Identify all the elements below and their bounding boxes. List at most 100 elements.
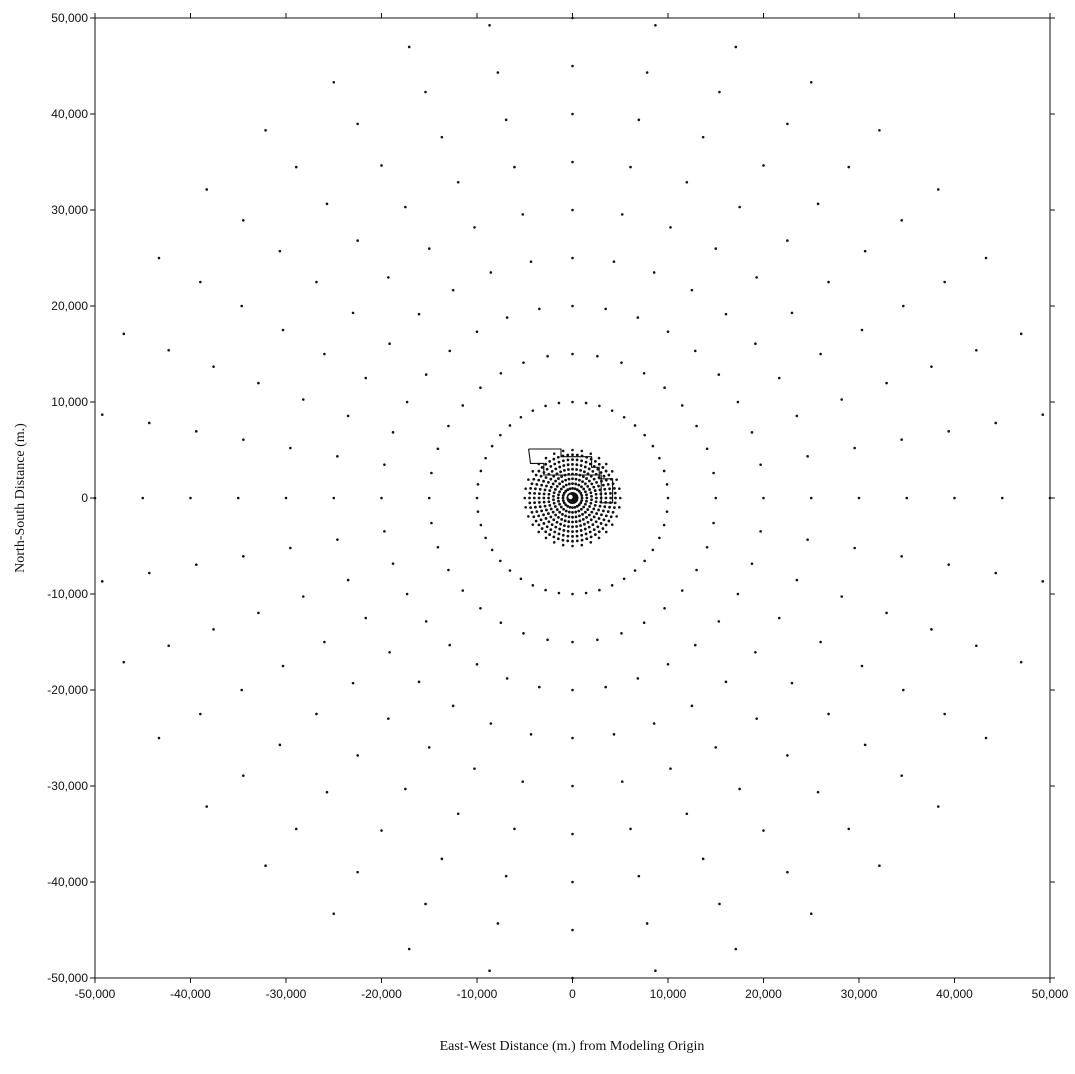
receptor-point	[601, 466, 605, 469]
receptor-point	[490, 444, 494, 448]
receptor-point	[575, 488, 579, 492]
receptor-point	[236, 496, 240, 500]
receptor-point	[499, 559, 502, 563]
receptor-point	[666, 330, 670, 334]
source-marker-highlight	[568, 494, 573, 500]
receptor-point	[560, 475, 564, 479]
receptor-point	[584, 490, 587, 494]
receptor-point	[562, 501, 566, 505]
receptor-point	[777, 616, 781, 620]
receptor-point	[594, 500, 598, 504]
receptor-point	[613, 506, 616, 510]
receptor-point	[537, 496, 541, 500]
receptor-point	[930, 365, 933, 368]
receptor-point	[294, 165, 298, 169]
x-tick-label: -10,000	[457, 987, 498, 1001]
receptor-point	[548, 533, 552, 536]
receptor-point	[597, 462, 601, 466]
receptor-point	[777, 376, 781, 380]
receptor-point	[427, 746, 431, 749]
receptor-point	[579, 464, 583, 467]
receptor-point	[573, 487, 577, 491]
receptor-point	[755, 276, 758, 279]
receptor-point	[566, 463, 570, 467]
receptor-point	[663, 386, 666, 389]
receptor-point	[690, 704, 694, 708]
y-tick-label: 30,000	[51, 203, 88, 217]
receptor-point	[424, 90, 427, 94]
receptor-point	[863, 743, 867, 747]
receptor-point	[571, 511, 574, 514]
receptor-point	[451, 288, 455, 292]
receptor-point	[549, 515, 553, 519]
receptor-point	[571, 832, 574, 836]
receptor-point	[456, 812, 460, 816]
receptor-point	[561, 494, 565, 497]
receptor-point	[819, 352, 822, 356]
receptor-point	[714, 746, 718, 749]
receptor-point	[561, 538, 565, 542]
receptor-point	[759, 463, 762, 466]
receptor-point	[575, 504, 579, 508]
receptor-point	[806, 538, 809, 541]
receptor-point	[604, 530, 608, 534]
x-axis: -50,000 -40,000 -30,000 -20,000 -10,000 0 10,0…	[75, 13, 1069, 1001]
receptor-point	[508, 424, 512, 427]
receptor-point	[195, 563, 198, 566]
receptor-point	[680, 404, 684, 407]
receptor-point	[604, 492, 608, 496]
receptor-point	[591, 523, 595, 527]
receptor-point	[554, 513, 558, 517]
receptor-point	[346, 414, 350, 418]
receptor-point	[543, 504, 547, 508]
receptor-point	[323, 640, 326, 644]
receptor-point	[199, 712, 202, 716]
receptor-point	[589, 535, 593, 539]
receptor-point	[840, 398, 844, 401]
receptor-point	[558, 502, 561, 506]
receptor-point	[587, 479, 591, 483]
receptor-point	[547, 481, 550, 484]
receptor-point	[475, 330, 479, 334]
receptor-point	[571, 463, 574, 466]
receptor-point	[364, 616, 368, 620]
receptor-point	[531, 470, 535, 473]
receptor-point	[558, 482, 562, 486]
receptor-point	[602, 474, 606, 478]
receptor-point	[571, 112, 574, 116]
receptor-point	[284, 496, 288, 500]
receptor-point	[587, 467, 591, 471]
receptor-point	[440, 857, 444, 861]
receptor-point	[281, 328, 285, 332]
receptor-point	[615, 515, 618, 518]
receptor-point	[603, 505, 607, 509]
receptor-point	[610, 470, 614, 473]
receptor-point	[552, 457, 556, 461]
receptor-point	[545, 508, 548, 512]
receptor-point	[147, 421, 151, 425]
receptor-point	[519, 577, 523, 581]
receptor-point	[531, 523, 535, 526]
receptor-point	[387, 276, 390, 279]
receptor-point	[546, 638, 549, 642]
receptor-point	[620, 632, 623, 635]
receptor-point	[571, 352, 574, 356]
y-tick-label: 20,000	[51, 299, 88, 313]
receptor-point	[499, 621, 503, 625]
receptor-point	[613, 501, 617, 505]
receptor-point	[537, 500, 541, 504]
receptor-point	[547, 520, 551, 524]
receptor-point	[566, 504, 570, 508]
receptor-point	[417, 312, 421, 316]
receptor-point	[579, 501, 583, 505]
receptor-point	[598, 504, 602, 508]
receptor-point	[604, 514, 608, 518]
receptor-point	[436, 447, 440, 451]
receptor-point	[592, 477, 596, 481]
receptor-point	[827, 280, 830, 284]
receptor-point	[585, 499, 588, 503]
receptor-point	[984, 736, 988, 740]
receptor-point	[430, 471, 433, 475]
receptor-point	[549, 485, 553, 489]
